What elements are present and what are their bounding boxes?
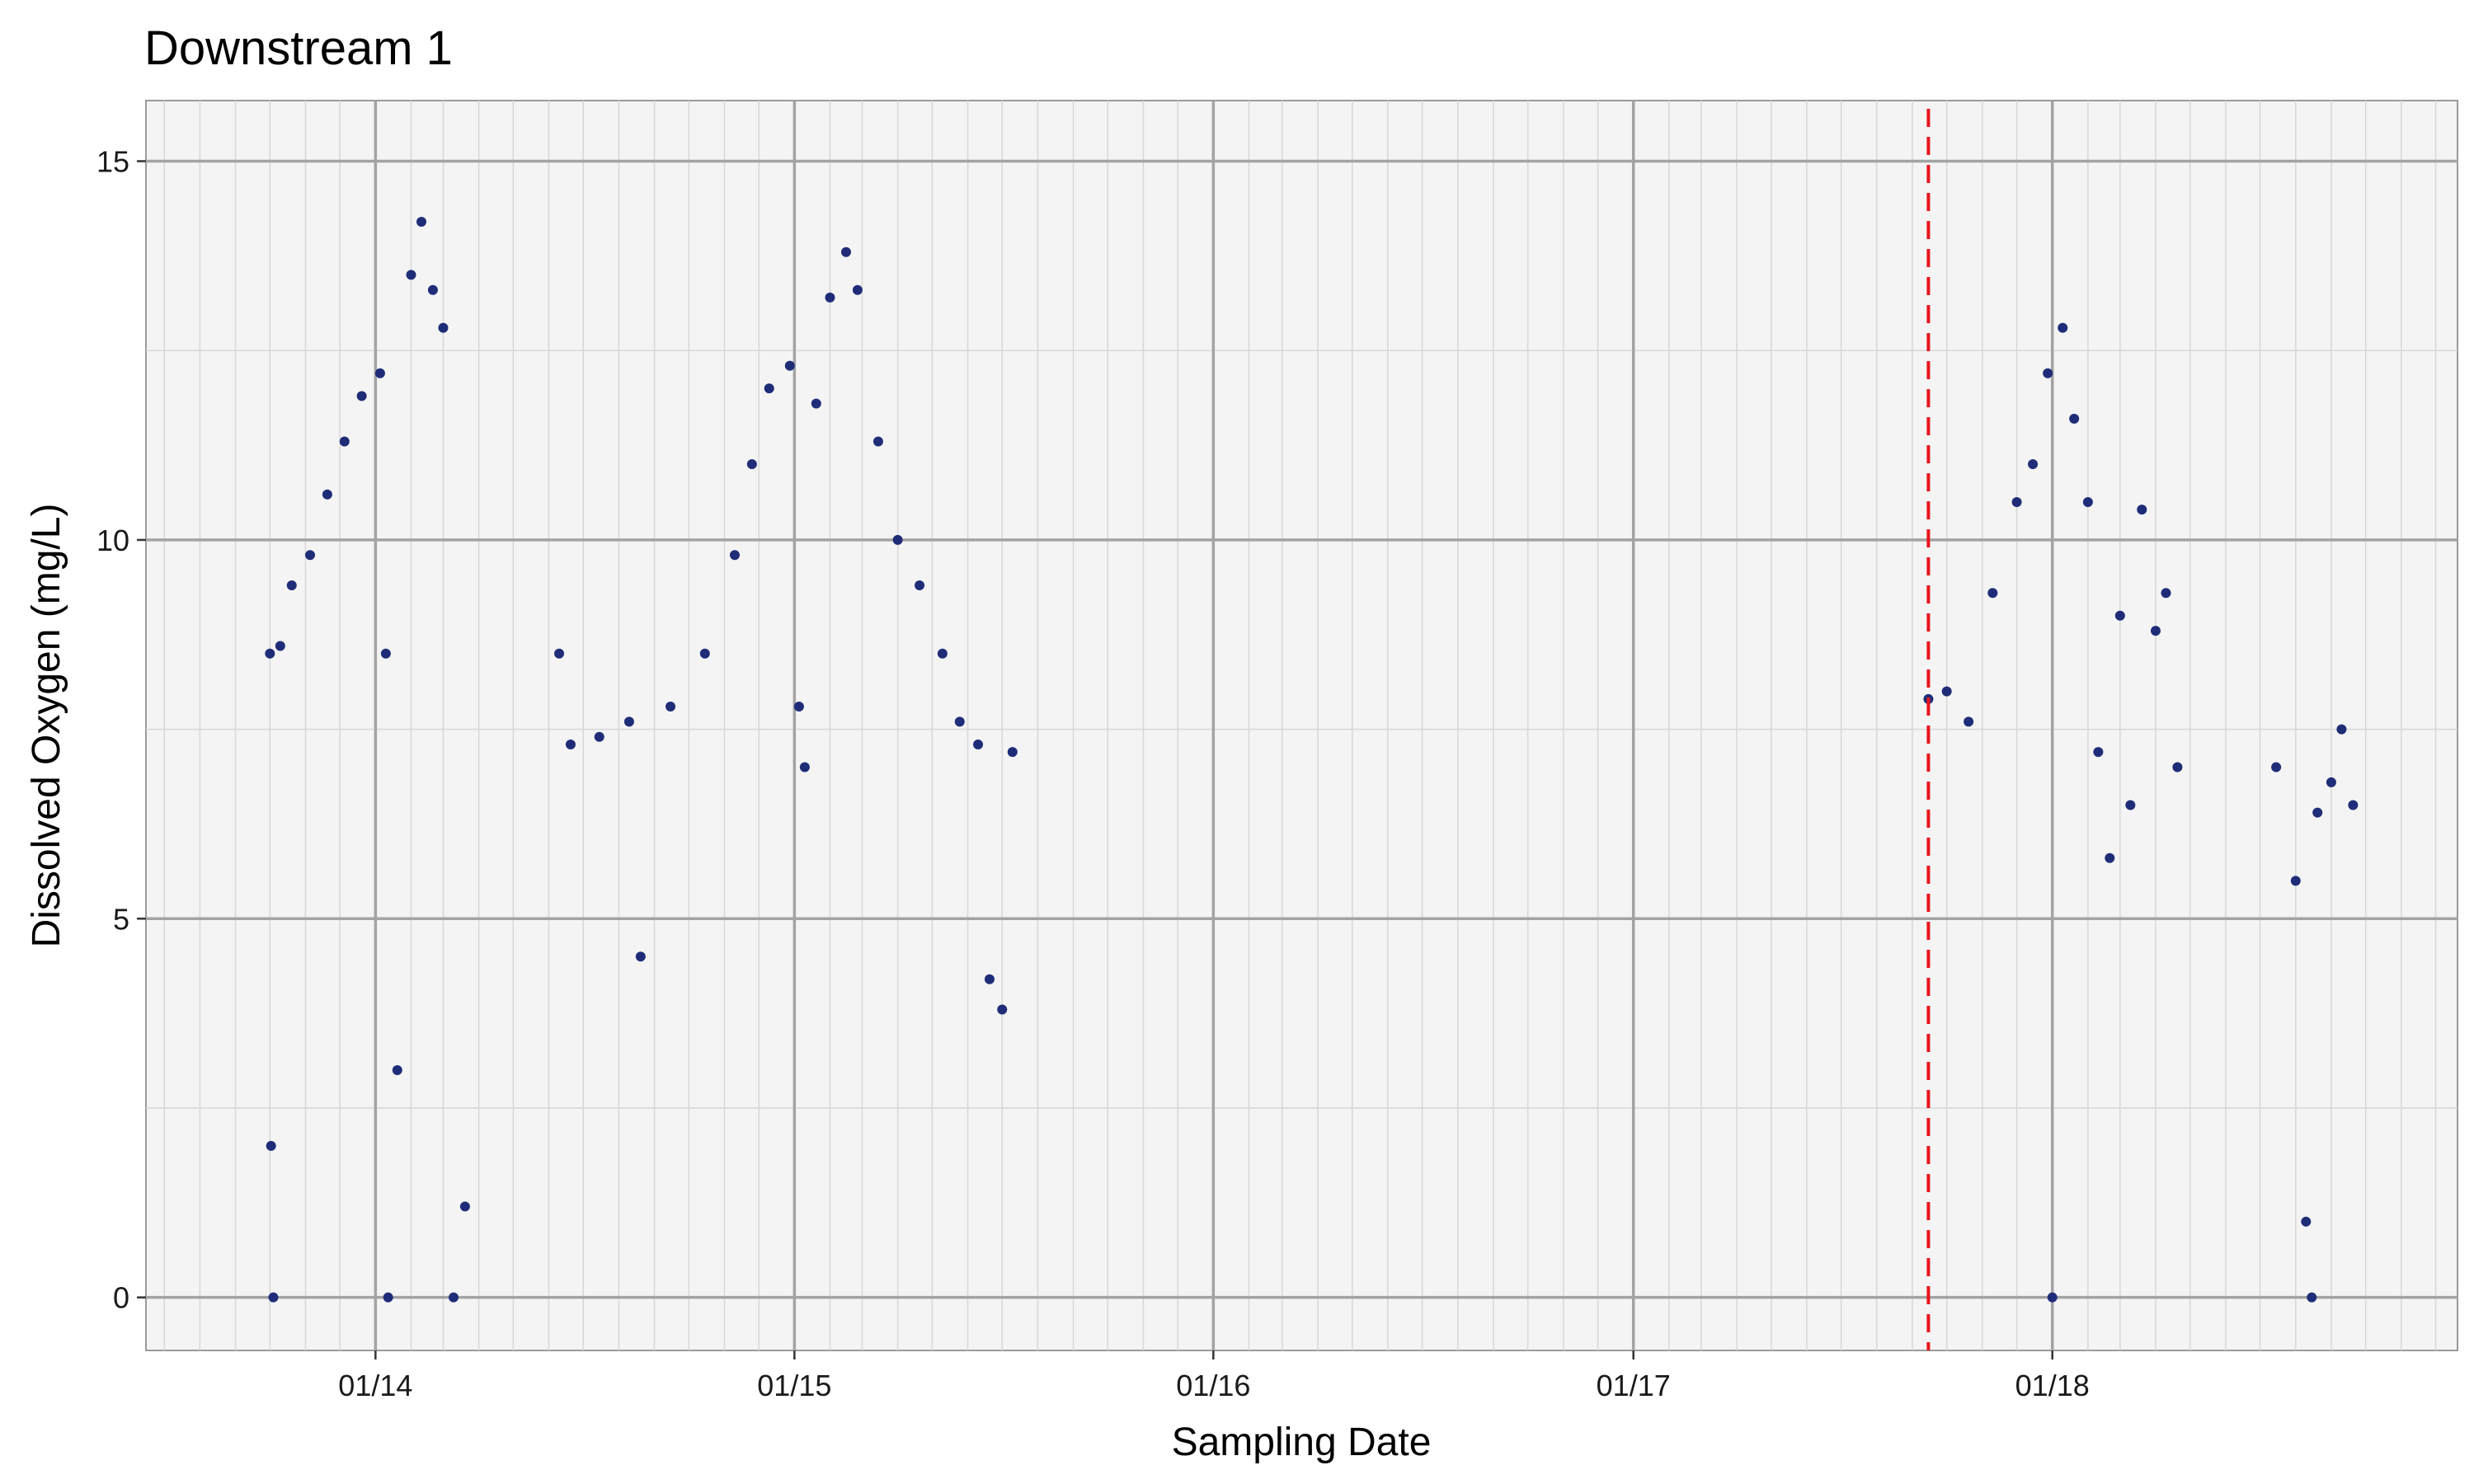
data-point (1941, 686, 1952, 697)
data-point (2047, 1292, 2058, 1303)
data-point (2290, 876, 2301, 886)
data-point (380, 648, 391, 659)
data-point (459, 1201, 470, 1212)
y-tick-label: 15 (96, 145, 129, 179)
data-point (2301, 1216, 2312, 1227)
data-point (2114, 610, 2125, 621)
data-point (2011, 496, 2022, 507)
data-point (2058, 322, 2068, 333)
data-point (427, 284, 438, 295)
data-point (2336, 724, 2347, 735)
x-tick-label: 01/17 (1597, 1369, 1671, 1402)
data-point (565, 739, 576, 749)
data-point (1964, 716, 1974, 727)
data-point (793, 702, 804, 712)
data-point (2326, 777, 2336, 787)
data-point (984, 974, 995, 984)
data-point (2271, 762, 2282, 773)
data-point (764, 383, 774, 394)
major-gridlines (146, 101, 2458, 1350)
data-point (2137, 505, 2147, 515)
data-point (1987, 588, 1998, 599)
y-axis-ticks: 0 5 10 15 (96, 145, 146, 1315)
data-point (825, 292, 835, 303)
chart-title: Downstream 1 (144, 21, 453, 75)
data-points (265, 217, 2359, 1303)
data-point (799, 762, 810, 773)
data-point (356, 391, 367, 402)
data-point (852, 284, 863, 295)
data-point (699, 648, 710, 659)
data-point (2161, 588, 2171, 599)
data-point (286, 580, 297, 591)
x-axis-title: Sampling Date (1172, 1421, 1432, 1464)
data-point (784, 360, 795, 371)
data-point (2307, 1292, 2317, 1303)
data-point (268, 1292, 279, 1303)
data-point (339, 436, 350, 447)
data-point (305, 550, 316, 561)
data-point (374, 368, 385, 378)
data-point (2312, 807, 2323, 818)
data-point (2125, 800, 2136, 810)
data-point (937, 648, 948, 659)
data-point (746, 459, 757, 470)
data-point (392, 1065, 402, 1076)
data-point (2172, 762, 2183, 773)
data-point (997, 1004, 1008, 1015)
data-point (322, 489, 332, 500)
data-point (2082, 496, 2093, 507)
data-point (892, 534, 903, 545)
data-point (416, 217, 427, 228)
data-point (2043, 368, 2053, 378)
data-point (554, 648, 565, 659)
data-point (729, 550, 740, 561)
data-point (438, 322, 449, 333)
data-point (266, 1140, 276, 1151)
x-tick-label: 01/18 (2015, 1369, 2090, 1402)
minor-gridlines (146, 101, 2458, 1350)
data-point (954, 716, 965, 727)
data-point (635, 951, 646, 962)
y-tick-label: 0 (113, 1281, 129, 1315)
data-point (2093, 747, 2104, 758)
data-point (973, 739, 984, 749)
y-axis-title: Dissolved Oxygen (mg/L) (25, 504, 68, 948)
data-point (406, 270, 416, 280)
data-point (2105, 852, 2115, 863)
x-tick-label: 01/16 (1176, 1369, 1250, 1402)
data-point (840, 247, 851, 257)
data-point (623, 716, 634, 727)
data-point (2150, 626, 2161, 636)
data-point (2028, 459, 2039, 470)
data-point (594, 731, 604, 742)
data-point (872, 436, 883, 447)
x-axis-ticks: 01/14 01/15 01/16 01/17 01/18 (338, 1350, 2090, 1402)
x-tick-label: 01/14 (338, 1369, 412, 1402)
data-point (383, 1292, 393, 1303)
data-point (811, 398, 821, 409)
data-point (2069, 413, 2080, 424)
y-tick-label: 10 (96, 524, 129, 557)
data-point (275, 641, 285, 651)
data-point (265, 648, 275, 659)
data-point (2348, 800, 2359, 810)
data-point (666, 702, 676, 712)
plot-background (145, 100, 2458, 1351)
x-tick-label: 01/15 (757, 1369, 831, 1402)
data-point (915, 580, 925, 591)
data-point (448, 1292, 459, 1303)
data-point (1007, 747, 1018, 758)
y-tick-label: 5 (113, 902, 129, 936)
